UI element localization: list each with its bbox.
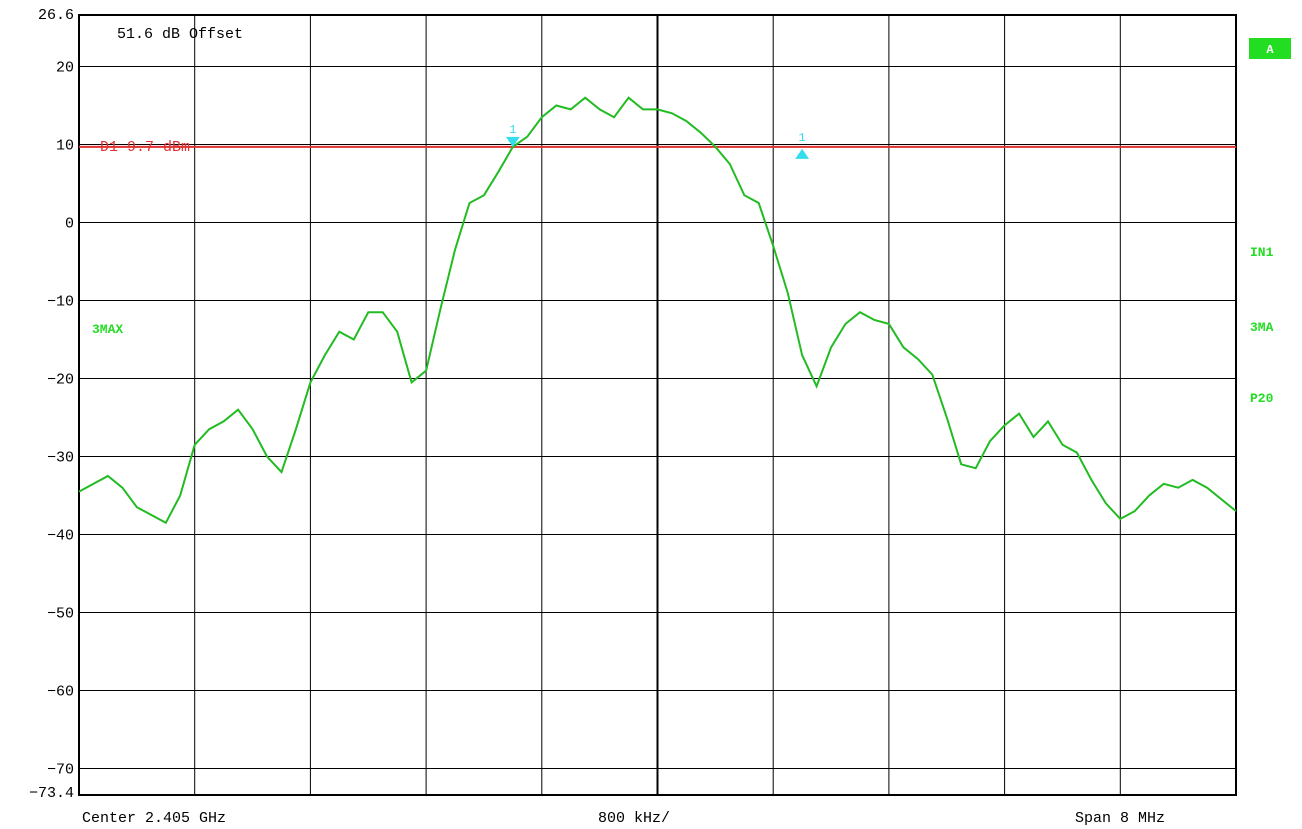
marker-label: 1 [509, 123, 516, 137]
markers: 11 [505, 123, 810, 159]
y-tick-label: −60 [47, 683, 74, 700]
center-frequency: Center 2.405 GHz [82, 810, 226, 827]
y-tick-labels: 26.6 20 10 0 −10 −20 −30 −40 −50 −60 −70 −73.4 [29, 7, 74, 802]
y-tick-label: 0 [65, 215, 74, 232]
span: Span 8 MHz [1075, 810, 1165, 827]
per-division: 800 kHz/ [598, 810, 670, 827]
y-tick-label: −20 [47, 371, 74, 388]
y-tick-label: −73.4 [29, 785, 74, 802]
trace-a-label: A [1266, 43, 1274, 57]
trace-mode-label: 3MA [1250, 320, 1274, 335]
trace-3max [78, 96, 1237, 525]
y-tick-label: 20 [56, 59, 74, 76]
marker-triangle [505, 136, 520, 147]
y-tick-label: −40 [47, 527, 74, 544]
y-tick-label: −30 [47, 449, 74, 466]
input-label: IN1 [1250, 245, 1274, 260]
offset-label: 51.6 dB Offset [117, 26, 243, 43]
marker-label: 1 [799, 131, 806, 145]
trace-a-badge [1249, 38, 1291, 59]
display-line-label: D1 9.7 dBm [100, 139, 190, 156]
y-tick-label: 26.6 [38, 7, 74, 24]
marker-triangle [795, 148, 810, 159]
grid [78, 14, 1237, 796]
trace-label-left: 3MAX [92, 322, 123, 337]
y-tick-label: −10 [47, 293, 74, 310]
preamp-label: P20 [1250, 391, 1274, 406]
y-tick-label: −50 [47, 605, 74, 622]
y-tick-label: −70 [47, 761, 74, 778]
y-tick-label: 10 [56, 137, 74, 154]
